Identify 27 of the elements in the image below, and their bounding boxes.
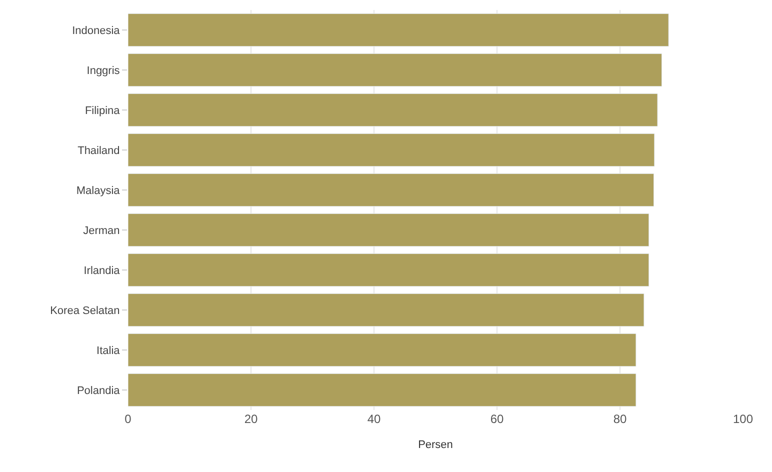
y-tick-label: Polandia (76, 384, 121, 397)
bar (128, 133, 655, 167)
x-tick-label: 40 (367, 412, 381, 426)
x-tick-label: 100 (732, 412, 754, 426)
x-tick-label: 80 (613, 412, 627, 426)
bar (128, 53, 662, 87)
y-tick-label: Italia (96, 344, 121, 357)
x-axis-title: Persen (418, 439, 453, 452)
bar (128, 13, 669, 47)
bar (128, 213, 650, 247)
y-tick-label: Inggris (86, 64, 120, 77)
bar (128, 333, 636, 367)
bar (128, 373, 636, 407)
bar (128, 293, 644, 327)
y-tick-label: Filipina (84, 104, 121, 117)
y-tick-label: Jerman (83, 224, 120, 237)
y-tick-label: Indonesia (72, 24, 121, 37)
x-tick-label: 20 (244, 412, 258, 426)
x-tick-label: 0 (124, 412, 132, 426)
y-tick-label: Malaysia (76, 184, 121, 197)
bar (128, 93, 658, 127)
y-tick-label: Irlandia (84, 264, 121, 277)
y-tick-label: Thailand (78, 144, 120, 157)
bar (128, 253, 650, 287)
bar (128, 173, 654, 207)
x-tick-label: 60 (490, 412, 504, 426)
y-tick-label: Korea Selatan (50, 304, 120, 317)
